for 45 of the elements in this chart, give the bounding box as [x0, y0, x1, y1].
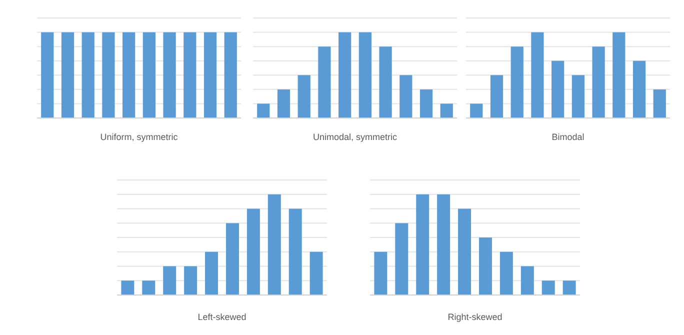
bar — [310, 252, 323, 295]
bar — [440, 104, 453, 118]
bar — [478, 238, 492, 295]
bar — [520, 266, 534, 295]
bar — [632, 60, 646, 118]
bar — [142, 280, 156, 295]
bar — [288, 208, 302, 295]
bar — [277, 89, 290, 118]
bar — [572, 75, 584, 118]
bar — [612, 32, 626, 118]
bar — [592, 46, 605, 118]
bar — [542, 280, 555, 295]
bar — [400, 75, 412, 118]
bar — [458, 208, 472, 295]
bar — [500, 252, 513, 295]
bar — [416, 194, 430, 295]
bar — [379, 46, 392, 118]
bar — [395, 223, 408, 295]
bar — [510, 46, 524, 118]
bar — [437, 194, 450, 295]
bar — [552, 60, 564, 118]
bar — [490, 75, 504, 118]
bar — [226, 223, 239, 295]
bar — [257, 104, 270, 118]
text: Left-skewed — [198, 312, 246, 322]
bar — [205, 252, 218, 295]
bar — [562, 280, 576, 295]
bar — [184, 266, 198, 295]
bar — [470, 104, 483, 118]
bar — [374, 252, 388, 295]
bar — [246, 208, 260, 295]
text: Right-skewed — [448, 312, 502, 322]
bar — [653, 89, 666, 118]
bar — [358, 32, 372, 118]
bar — [531, 32, 544, 118]
text: Uniform, symmetric — [100, 132, 178, 142]
bar — [338, 32, 352, 118]
bar — [163, 266, 176, 295]
bar — [420, 89, 433, 118]
bar — [318, 46, 331, 118]
text: Bimodal — [552, 132, 584, 142]
text: Unimodal, symmetric — [312, 132, 398, 142]
bar — [121, 280, 134, 295]
bar — [268, 194, 281, 295]
bar — [298, 75, 310, 118]
